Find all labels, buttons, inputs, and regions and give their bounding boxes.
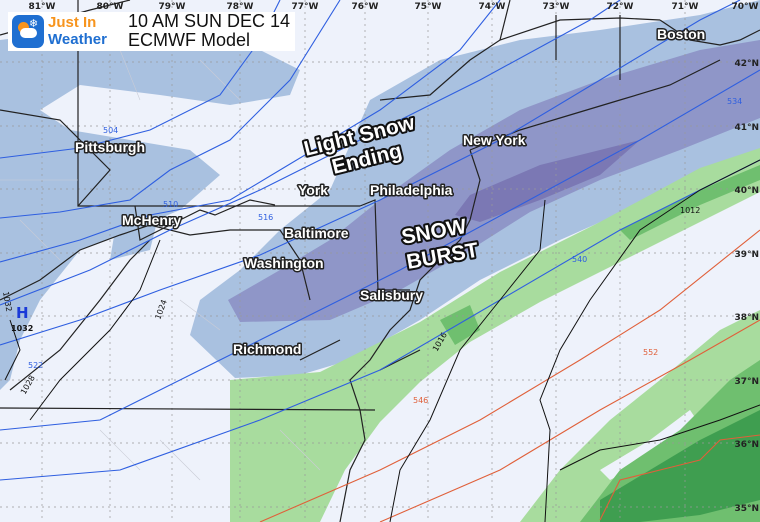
city-labels: Pittsburgh McHenry York Philadelphia Bal… <box>74 25 707 359</box>
logo-line2: Weather <box>48 31 107 48</box>
city-boston: Boston <box>657 26 705 42</box>
just-in-weather-logo-icon: ❄ <box>12 15 44 48</box>
city-york: York <box>298 182 328 198</box>
lat-label: 37°N <box>734 377 759 387</box>
city-baltimore: Baltimore <box>284 225 349 241</box>
heavy-snow-shading <box>455 140 640 222</box>
lon-label: 77°W <box>292 2 319 12</box>
lat-label: 36°N <box>734 440 759 450</box>
logo-line1: Just In <box>48 14 97 31</box>
lat-label: 35°N <box>734 504 759 514</box>
lon-label: 73°W <box>543 2 570 12</box>
lat-label: 42°N <box>734 59 759 69</box>
contour-label-522: 522 <box>28 361 43 370</box>
lon-label: 70°W <box>732 2 759 12</box>
city-washington: Washington <box>244 255 324 271</box>
lon-label: 71°W <box>672 2 699 12</box>
forecast-annotations: Light Snow Ending SNOW BURST <box>300 109 483 276</box>
contour-label-534: 534 <box>727 97 742 106</box>
lat-label: 41°N <box>734 123 759 133</box>
sun-icon <box>18 22 29 33</box>
lon-label: 75°W <box>415 2 442 12</box>
cloud-icon <box>20 28 37 38</box>
contour-label-516: 516 <box>258 213 273 222</box>
contour-label-510: 510 <box>163 200 178 209</box>
isobars <box>4 159 760 522</box>
city-pittsburgh: Pittsburgh <box>75 139 145 155</box>
logo-text: Just In Weather <box>48 14 107 48</box>
latitude-labels: 42°N 41°N 40°N 39°N 38°N 37°N 36°N 35°N <box>734 59 759 514</box>
contour-label-552: 552 <box>643 348 658 357</box>
lat-label: 38°N <box>734 313 759 323</box>
high-pressure-value: 1032 <box>11 324 33 333</box>
contour-label-1032: 1032 <box>1 291 13 313</box>
lat-label: 40°N <box>734 186 759 196</box>
lon-label: 80°W <box>97 2 124 12</box>
city-mchenry: McHenry <box>122 212 181 228</box>
city-new-york: New York <box>463 132 526 148</box>
contour-label-540: 540 <box>572 255 587 264</box>
city-salisbury: Salisbury <box>360 287 423 303</box>
model-name: ECMWF Model <box>128 30 251 50</box>
county-lines <box>0 49 321 481</box>
longitude-labels: 81°W 80°W 79°W 78°W 77°W 76°W 75°W 74°W … <box>29 2 759 12</box>
lon-label: 79°W <box>159 2 186 12</box>
title-box: ❄ Just In Weather 10 AM SUN DEC 14 ECMWF… <box>8 12 295 51</box>
contour-label-504: 504 <box>103 126 118 135</box>
lon-label: 78°W <box>227 2 254 12</box>
lon-label: 81°W <box>29 2 56 12</box>
lat-label: 39°N <box>734 250 759 260</box>
map-title: 10 AM SUN DEC 14 ECMWF Model <box>128 12 290 50</box>
lon-label: 76°W <box>352 2 379 12</box>
high-pressure-symbol: H <box>16 304 29 322</box>
contour-label-546: 546 <box>413 396 428 405</box>
lon-label: 74°W <box>479 2 506 12</box>
city-philadelphia: Philadelphia <box>370 182 453 198</box>
thickness-contours-cold <box>0 0 760 481</box>
moderate-snow-shading <box>228 40 760 322</box>
thickness-contours-warm <box>259 229 760 522</box>
valid-time: 10 AM SUN DEC 14 <box>128 11 291 31</box>
city-richmond: Richmond <box>233 341 301 357</box>
snowflake-icon: ❄ <box>29 18 39 30</box>
lon-label: 72°W <box>607 2 634 12</box>
contour-label-1012: 1012 <box>680 206 700 215</box>
